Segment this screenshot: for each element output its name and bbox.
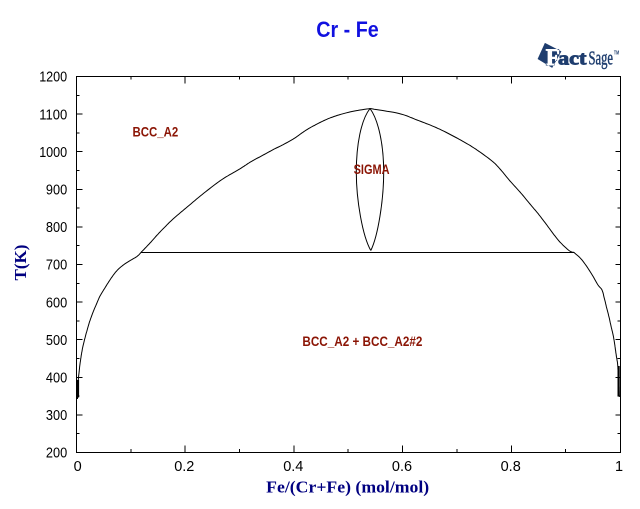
svg-text:TM: TM: [614, 50, 619, 56]
svg-text:Sage: Sage: [589, 47, 614, 69]
svg-text:act: act: [558, 49, 587, 70]
svg-text:700: 700: [46, 258, 67, 274]
svg-text:1000: 1000: [39, 145, 67, 161]
svg-text:200: 200: [46, 446, 67, 462]
svg-text:SIGMA: SIGMA: [354, 162, 390, 177]
svg-text:900: 900: [46, 183, 67, 199]
svg-text:0.4: 0.4: [283, 459, 303, 475]
svg-text:1100: 1100: [39, 107, 67, 123]
svg-text:0: 0: [74, 459, 82, 475]
svg-text:T(K): T(K): [11, 245, 30, 281]
svg-text:400: 400: [46, 371, 67, 387]
svg-text:BCC_A2 + BCC_A2#2: BCC_A2 + BCC_A2#2: [302, 334, 422, 349]
svg-text:1200: 1200: [39, 70, 67, 86]
svg-text:1: 1: [615, 459, 623, 475]
svg-text:0.6: 0.6: [392, 459, 412, 475]
svg-text:300: 300: [46, 408, 67, 424]
svg-text:600: 600: [46, 295, 67, 311]
svg-text:Fe/(Cr+Fe) (mol/mol): Fe/(Cr+Fe) (mol/mol): [266, 477, 429, 496]
svg-text:BCC_A2: BCC_A2: [133, 124, 179, 139]
svg-text:0.2: 0.2: [174, 459, 194, 475]
svg-text:500: 500: [46, 333, 67, 349]
svg-text:F: F: [546, 45, 560, 70]
svg-text:Cr - Fe: Cr - Fe: [316, 17, 379, 42]
svg-text:800: 800: [46, 220, 67, 236]
svg-text:0.8: 0.8: [501, 459, 521, 475]
